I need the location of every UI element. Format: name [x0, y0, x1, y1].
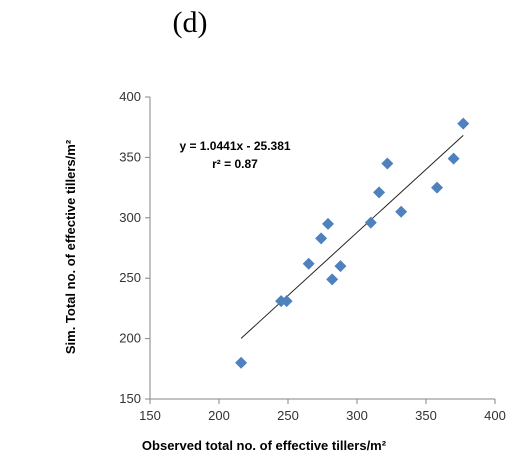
r-squared-label: r² = 0.87	[212, 157, 258, 171]
data-point	[280, 295, 293, 308]
x-tick-label: 300	[346, 408, 368, 423]
data-point	[302, 257, 315, 270]
trend-equation-label: y = 1.0441x - 25.381	[179, 139, 290, 153]
y-tick-label: 200	[119, 331, 141, 346]
x-ticks: 150 200 250 300 350 400	[139, 399, 506, 423]
data-point	[381, 157, 394, 170]
x-tick-label: 400	[484, 408, 506, 423]
y-tick-label: 400	[119, 89, 141, 104]
data-point	[322, 217, 335, 230]
data-point	[447, 152, 460, 165]
x-tick-label: 350	[415, 408, 437, 423]
data-point	[326, 273, 339, 286]
y-ticks: 150 200 250 300 350 400	[119, 89, 150, 406]
y-tick-label: 300	[119, 210, 141, 225]
x-tick-label: 150	[139, 408, 161, 423]
data-point	[364, 216, 377, 229]
y-tick-label: 350	[119, 149, 141, 164]
y-axis-title: Sim. Total no. of effective tillers/m²	[63, 139, 78, 354]
data-point	[235, 356, 248, 369]
y-tick-label: 250	[119, 270, 141, 285]
x-tick-label: 250	[277, 408, 299, 423]
data-point	[431, 181, 444, 194]
x-axis-title: Observed total no. of effective tillers/…	[142, 438, 387, 453]
panel-label: (d)	[173, 6, 208, 39]
data-points	[235, 117, 470, 369]
x-tick-label: 200	[208, 408, 230, 423]
y-tick-label: 150	[119, 391, 141, 406]
data-point	[373, 186, 386, 199]
data-point	[334, 260, 347, 273]
data-point	[395, 205, 408, 218]
axes	[149, 97, 495, 400]
data-point	[457, 117, 470, 130]
data-point	[315, 232, 328, 245]
trendline	[240, 134, 464, 339]
